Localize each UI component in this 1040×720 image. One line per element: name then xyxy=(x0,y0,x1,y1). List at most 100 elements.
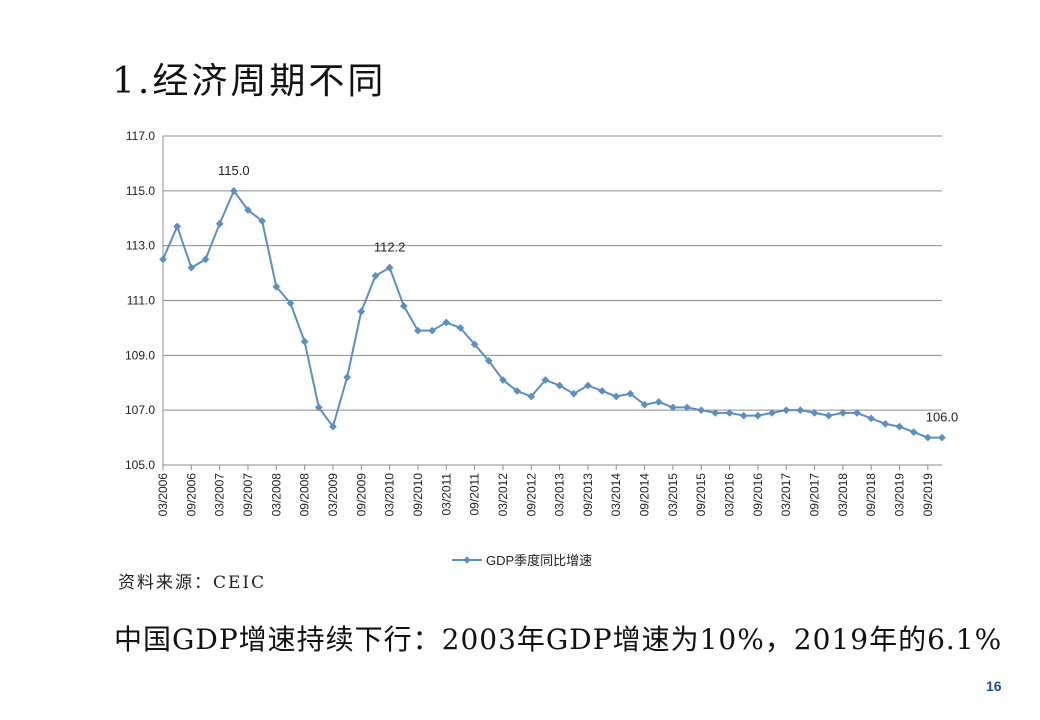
data-point xyxy=(244,206,252,214)
data-point xyxy=(258,217,267,225)
data-point xyxy=(343,373,352,382)
data-point xyxy=(428,326,437,335)
data-point xyxy=(668,403,677,412)
data-point xyxy=(753,411,762,420)
x-tick-label: 03/2006 xyxy=(156,473,170,517)
legend-marker xyxy=(463,556,471,564)
data-point xyxy=(399,302,408,310)
x-tick-label: 03/2019 xyxy=(893,473,907,517)
x-tick-label: 09/2017 xyxy=(808,473,822,517)
x-tick-label: 03/2015 xyxy=(666,473,680,517)
x-tick-label: 09/2006 xyxy=(184,473,198,517)
y-tick-label: 107.0 xyxy=(125,403,155,417)
x-tick-label: 03/2017 xyxy=(779,473,793,517)
x-tick-label: 03/2010 xyxy=(383,473,397,517)
x-tick-label: 09/2012 xyxy=(524,473,538,517)
data-point xyxy=(456,323,465,332)
x-tick-label: 03/2007 xyxy=(213,473,227,517)
x-tick-label: 09/2016 xyxy=(751,473,765,517)
data-point xyxy=(739,411,748,420)
data-point xyxy=(697,406,706,415)
data-point xyxy=(272,282,281,291)
x-tick-label: 09/2011 xyxy=(468,473,482,516)
data-point xyxy=(796,406,805,415)
data-point xyxy=(895,422,904,431)
data-point xyxy=(612,392,621,401)
data-point xyxy=(314,403,323,412)
data-point xyxy=(371,271,380,280)
data-label: 112.2 xyxy=(374,240,406,255)
series-line xyxy=(162,188,942,439)
x-tick-label: 09/2008 xyxy=(298,473,312,517)
data-point xyxy=(385,263,394,272)
data-point xyxy=(329,422,337,431)
x-tick-label: 03/2009 xyxy=(326,473,340,517)
data-point xyxy=(513,387,522,395)
x-tick-label: 03/2014 xyxy=(609,473,623,517)
x-tick-label: 09/2015 xyxy=(694,473,708,517)
source-note: 资料来源：CEIC xyxy=(118,573,267,593)
data-point xyxy=(711,408,720,417)
data-point xyxy=(626,389,635,398)
data-point xyxy=(357,307,366,316)
data-point xyxy=(938,433,946,442)
y-tick-label: 111.0 xyxy=(127,294,156,308)
data-point xyxy=(838,408,847,417)
y-tick-label: 105.0 xyxy=(125,458,155,472)
y-tick-label: 109.0 xyxy=(125,348,155,362)
data-point xyxy=(484,356,493,365)
x-tick-label: 09/2019 xyxy=(921,473,935,517)
data-point xyxy=(923,433,932,442)
data-point xyxy=(173,222,182,231)
chart-legend: GDP季度同比增速 xyxy=(452,553,592,568)
data-point xyxy=(569,389,578,398)
data-point xyxy=(159,255,167,264)
data-point xyxy=(824,411,833,420)
page-number: 16 xyxy=(986,678,1002,694)
x-tick-label: 09/2010 xyxy=(411,473,425,517)
data-label: 106.0 xyxy=(926,410,959,425)
x-tick-label: 03/2013 xyxy=(553,473,567,517)
data-point xyxy=(187,263,196,272)
legend-label: GDP季度同比增速 xyxy=(486,553,592,568)
data-point xyxy=(470,340,479,349)
data-point xyxy=(583,381,592,390)
data-point xyxy=(725,408,734,417)
data-point xyxy=(555,381,564,390)
data-point xyxy=(598,387,607,395)
data-point xyxy=(810,408,819,417)
y-tick-label: 113.0 xyxy=(126,239,155,253)
data-point xyxy=(201,255,210,264)
x-tick-label: 09/2013 xyxy=(581,473,595,517)
y-tick-label: 117.0 xyxy=(126,129,155,143)
data-point xyxy=(654,397,663,406)
data-point xyxy=(683,403,692,412)
x-tick-label: 09/2014 xyxy=(638,473,652,517)
data-point xyxy=(413,326,422,335)
series-gdp xyxy=(159,186,946,442)
x-tick-label: 09/2009 xyxy=(354,473,368,517)
x-tick-label: 03/2011 xyxy=(439,473,453,516)
data-point xyxy=(229,186,238,195)
x-tick-label: 03/2016 xyxy=(723,473,737,517)
data-point xyxy=(442,318,451,327)
data-label: 115.0 xyxy=(218,163,250,178)
x-axis-ticks: 03/2006 09/2006 03/2007 09/2007 03/2008 09/20… xyxy=(156,465,935,516)
data-point xyxy=(527,392,536,401)
data-point xyxy=(782,406,791,415)
x-tick-label: 09/2018 xyxy=(864,473,878,517)
data-point xyxy=(541,376,550,384)
conclusion-text: 中国GDP增速持续下行：2003年GDP增速为10%，2019年的6.1% xyxy=(114,623,1003,656)
x-tick-label: 03/2008 xyxy=(269,473,283,517)
data-labels: 115.0 112.2 106.0 xyxy=(218,163,958,425)
slide-title: 1.经济周期不同 xyxy=(112,61,387,102)
data-point xyxy=(215,219,224,228)
data-point xyxy=(286,299,295,308)
data-point xyxy=(881,419,890,428)
data-point xyxy=(909,428,918,437)
x-tick-label: 03/2018 xyxy=(836,473,850,517)
data-point xyxy=(640,400,649,409)
data-point xyxy=(768,408,776,417)
chart-gridlines xyxy=(162,135,942,466)
